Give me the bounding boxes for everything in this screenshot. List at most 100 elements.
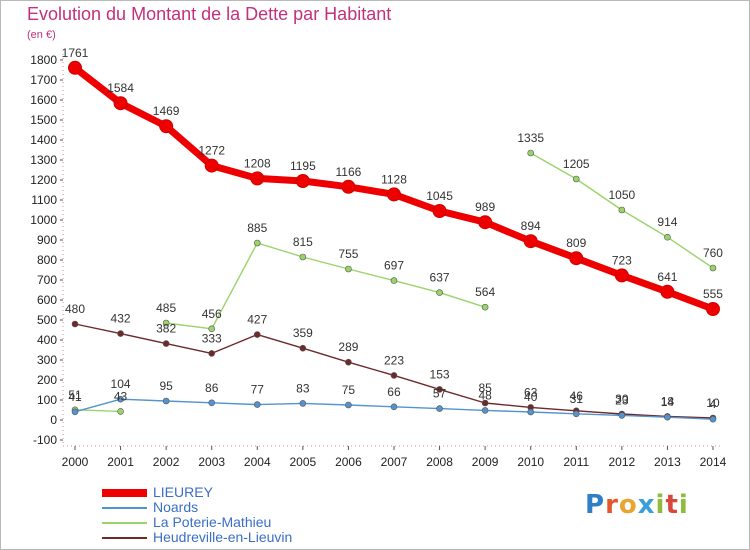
legend-swatch-noards <box>102 507 147 509</box>
x-tick-label: 2006 <box>335 455 362 469</box>
data-label-la-poterie-mathieu: 815 <box>293 235 313 249</box>
data-label-noards: 48 <box>478 388 492 402</box>
data-point-lieurey <box>386 187 401 202</box>
data-point-noards <box>71 408 79 416</box>
data-label-heudreville-en-lieuvin: 359 <box>293 326 313 340</box>
data-point-la-poterie-mathieu <box>208 325 216 333</box>
y-tick-label: 1300 <box>30 153 57 167</box>
y-tick-label: 400 <box>37 333 57 347</box>
data-point-la-poterie-mathieu <box>618 206 626 214</box>
data-label-noards: 66 <box>387 385 401 399</box>
logo-letter: P <box>585 490 606 520</box>
x-tick-label: 2007 <box>381 455 408 469</box>
y-tick-label: 1400 <box>30 133 57 147</box>
proxiti-logo: Proxiti <box>585 490 689 520</box>
data-point-la-poterie-mathieu <box>481 303 489 311</box>
x-tick-label: 2009 <box>472 455 499 469</box>
x-tick-label: 2011 <box>563 455 589 469</box>
y-tick-label: 800 <box>37 253 57 267</box>
data-point-la-poterie-mathieu <box>299 253 307 261</box>
data-point-lieurey <box>68 60 82 75</box>
data-point-noards <box>208 399 216 407</box>
data-point-noards <box>527 408 535 416</box>
data-label-la-poterie-mathieu: 43 <box>114 389 128 403</box>
data-point-noards <box>162 397 170 405</box>
data-label-lieurey: 1761 <box>62 46 89 60</box>
data-point-noards <box>345 401 352 409</box>
data-label-lieurey: 1045 <box>426 189 453 203</box>
data-label-lieurey: 1584 <box>107 81 134 95</box>
data-label-noards: 4 <box>710 397 717 411</box>
data-point-lieurey <box>295 174 310 188</box>
data-label-noards: 86 <box>205 381 219 395</box>
data-point-heudreville-en-lieuvin <box>208 350 216 357</box>
data-point-lieurey <box>113 96 128 111</box>
data-label-lieurey: 1166 <box>336 165 362 179</box>
x-tick-label: 2005 <box>289 455 316 469</box>
series-line-la-poterie-mathieu <box>165 242 486 330</box>
data-label-la-poterie-mathieu: 1335 <box>517 131 544 145</box>
data-point-noards <box>618 412 626 419</box>
data-point-lieurey <box>478 215 493 230</box>
x-tick-label: 2013 <box>654 455 681 469</box>
data-point-noards <box>709 415 717 423</box>
y-tick-label: 1600 <box>30 93 57 107</box>
data-point-noards <box>572 410 580 418</box>
data-label-heudreville-en-lieuvin: 333 <box>202 331 222 345</box>
data-label-lieurey: 1208 <box>244 156 271 170</box>
data-label-la-poterie-mathieu: 760 <box>703 246 723 260</box>
legend-label-la-poterie-mathieu: La Poterie-Mathieu <box>153 514 272 530</box>
data-point-lieurey <box>159 119 174 134</box>
data-label-heudreville-en-lieuvin: 10 <box>706 396 720 410</box>
data-label-lieurey: 1272 <box>198 144 225 158</box>
data-label-heudreville-en-lieuvin: 289 <box>338 340 358 354</box>
chart-unit-label: (en €) <box>27 29 56 41</box>
y-tick-label: 300 <box>37 353 57 367</box>
data-label-heudreville-en-lieuvin: 480 <box>65 302 85 316</box>
data-label-heudreville-en-lieuvin: 30 <box>615 392 629 406</box>
data-point-lieurey <box>432 204 447 218</box>
data-label-la-poterie-mathieu: 1205 <box>563 157 590 171</box>
data-point-la-poterie-mathieu <box>117 408 124 415</box>
data-label-noards: 40 <box>524 390 538 404</box>
logo-letter: r <box>605 490 619 520</box>
data-label-noards: 23 <box>615 393 629 407</box>
logo-letter: i <box>655 490 666 520</box>
x-tick-label: 2004 <box>244 455 271 469</box>
data-label-lieurey: 989 <box>475 200 495 214</box>
data-point-heudreville-en-lieuvin <box>481 399 489 407</box>
x-tick-label: 2000 <box>62 455 89 469</box>
data-point-noards <box>253 401 261 408</box>
data-label-noards: 41 <box>68 390 82 404</box>
data-label-noards: 83 <box>296 381 310 395</box>
data-point-la-poterie-mathieu <box>345 265 352 273</box>
data-label-lieurey: 641 <box>657 270 677 284</box>
y-tick-label: 600 <box>37 293 57 307</box>
y-tick-label: 1000 <box>30 213 57 227</box>
y-tick-label: 1700 <box>30 73 57 87</box>
data-point-lieurey <box>204 158 219 173</box>
data-label-la-poterie-mathieu: 1050 <box>608 188 635 202</box>
data-point-heudreville-en-lieuvin <box>162 340 170 347</box>
data-label-la-poterie-mathieu: 637 <box>430 271 450 285</box>
logo-letter: x <box>637 490 656 520</box>
data-label-heudreville-en-lieuvin: 18 <box>661 394 675 408</box>
data-label-heudreville-en-lieuvin: 153 <box>430 367 450 381</box>
legend-swatch-lieurey <box>102 489 147 497</box>
data-point-heudreville-en-lieuvin <box>436 386 443 393</box>
data-label-noards: 75 <box>342 383 356 397</box>
legend-label-lieurey: LIEUREY <box>153 484 213 500</box>
data-label-lieurey: 555 <box>703 287 723 301</box>
data-label-lieurey: 723 <box>612 253 632 267</box>
y-tick-label: 1100 <box>31 193 57 207</box>
data-point-lieurey <box>569 251 584 266</box>
data-point-lieurey <box>660 284 675 299</box>
y-tick-label: 1200 <box>30 173 57 187</box>
data-point-la-poterie-mathieu <box>162 319 170 327</box>
data-point-lieurey <box>341 179 356 194</box>
y-tick-label: 1800 <box>30 53 57 67</box>
x-tick-label: 2008 <box>426 455 453 469</box>
data-label-heudreville-en-lieuvin: 432 <box>111 312 131 326</box>
data-label-heudreville-en-lieuvin: 85 <box>478 381 492 395</box>
